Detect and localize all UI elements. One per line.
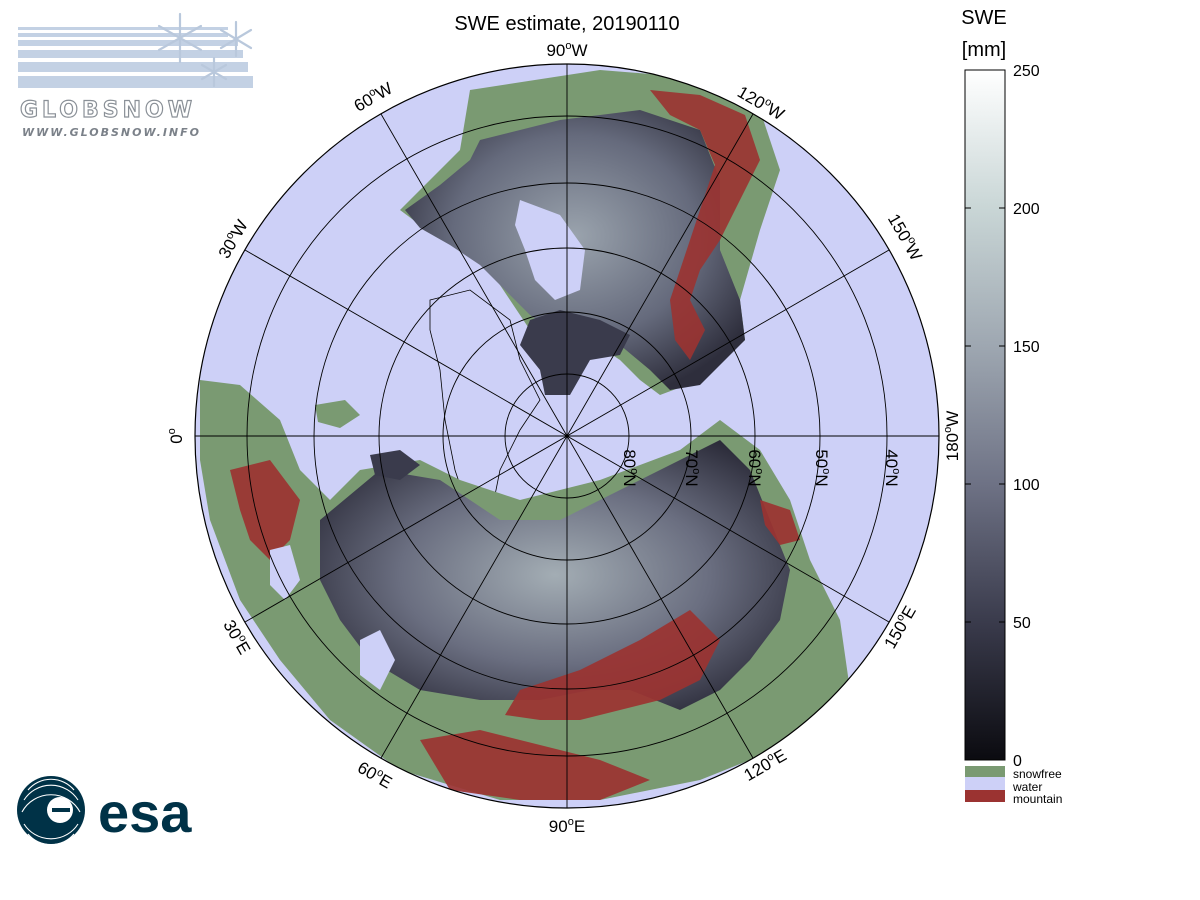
colorbar-swatch-mountain — [965, 790, 1005, 802]
map-title: SWE estimate, 20190110 — [454, 13, 679, 35]
colorbar-tick-label: 200 — [1013, 201, 1040, 218]
lon-label-90e: 90oE — [549, 816, 585, 836]
lat-label-80n: 80oN — [620, 449, 640, 486]
lon-label-180w: 180oW — [942, 411, 962, 462]
latitude-labels: 80oN 70oN 60oN 50oN 40oN — [620, 449, 902, 486]
colorbar-tick-label: 0 — [1013, 753, 1022, 770]
colorbar-swatch-snowfree — [965, 766, 1005, 777]
scandinavia-mountain — [230, 460, 300, 560]
colorbar-tick-label: 250 — [1013, 63, 1040, 80]
esa-logo: esa — [17, 776, 192, 846]
colorbar-swatch-water — [965, 777, 1005, 790]
snowflake-icon — [157, 12, 253, 88]
eurasia-mountain — [505, 610, 720, 720]
iceland — [315, 400, 360, 428]
lon-label-90w: 90oW — [546, 40, 587, 60]
colorbar-label-unit: [mm] — [962, 39, 1006, 61]
globsnow-wordmark: GLOBSNOW — [20, 98, 196, 123]
colorbar-tick-label: 150 — [1013, 339, 1040, 356]
esa-wordmark: esa — [98, 781, 192, 844]
arctic-archipelago — [520, 310, 630, 395]
longitude-grid — [195, 64, 939, 808]
hudson-bay — [515, 200, 585, 300]
rockies-mountain — [650, 90, 760, 360]
lat-label-70n: 70oN — [682, 449, 702, 486]
kamchatka-mountain — [760, 500, 800, 545]
lon-label-0: 0o — [166, 428, 186, 444]
himalaya-mountain — [420, 730, 650, 800]
lat-label-40n: 40oN — [882, 449, 902, 486]
colorbar-gradient — [964, 69, 1006, 761]
legend-water-label: water — [1012, 780, 1042, 794]
legend-snowfree-label: snowfree — [1013, 767, 1062, 781]
baltic-water — [270, 545, 300, 600]
colorbar-tick-label: 100 — [1013, 477, 1040, 494]
lat-label-60n: 60oN — [745, 449, 765, 486]
lat-label-50n: 50oN — [812, 449, 832, 486]
colorbar-label-swe: SWE — [961, 7, 1007, 29]
globsnow-url: WWW.GLOBSNOW.INFO — [22, 126, 201, 139]
polar-map: 90oW 120oW 150oW 180oW 150oE 120oE 90oE … — [166, 40, 962, 836]
colorbar-ticks: 250 200 150 100 50 0 — [965, 63, 1040, 770]
legend-mountain-label: mountain — [1013, 792, 1062, 806]
caspian-water — [360, 630, 395, 690]
lon-label-150w: 150oW — [884, 210, 927, 264]
colorbar-tick-label: 50 — [1013, 615, 1031, 632]
globsnow-logo: GLOBSNOW WWW.GLOBSNOW.INFO — [18, 12, 253, 139]
